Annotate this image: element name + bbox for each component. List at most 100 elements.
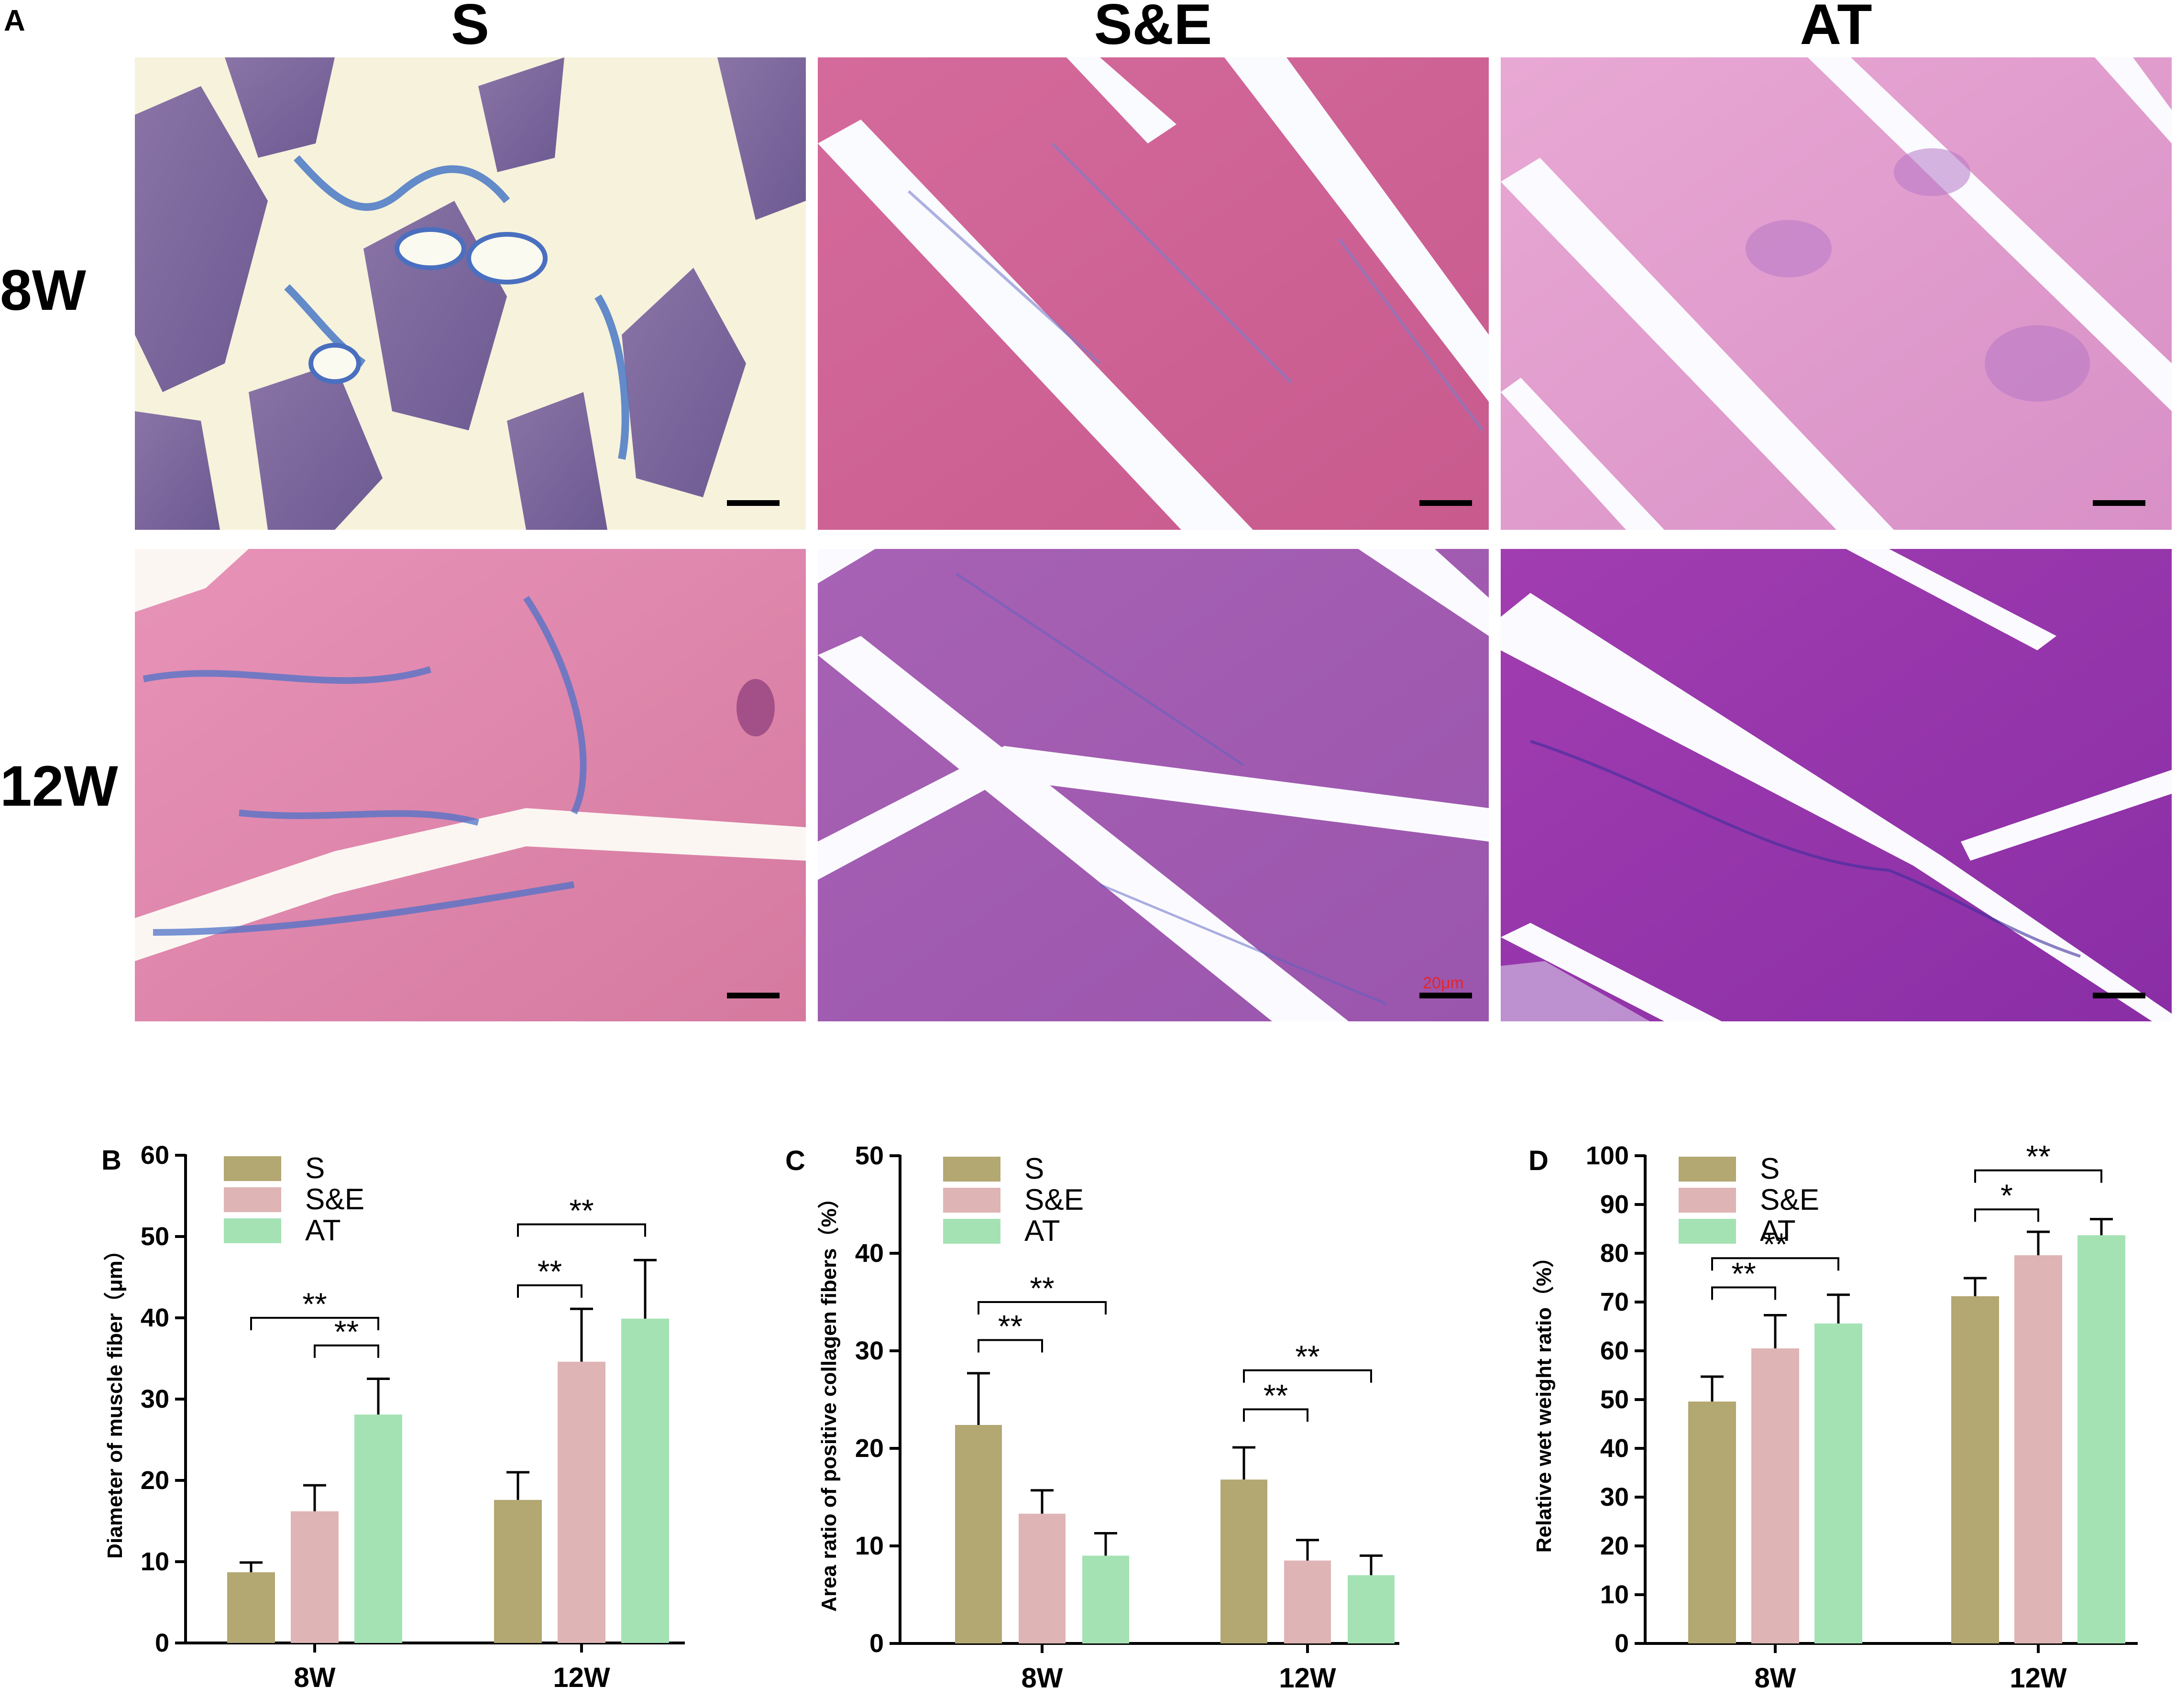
y-tick-label: 50 (141, 1222, 169, 1251)
legend-label: AT (1024, 1215, 1060, 1248)
bar-at-8w (354, 1414, 402, 1643)
column-label-at: AT (1800, 0, 1872, 56)
y-tick-label: 0 (869, 1629, 884, 1658)
legend-label: S&E (1024, 1183, 1084, 1216)
legend-label: S (1024, 1152, 1044, 1185)
legend-swatch (943, 1188, 1000, 1213)
significance-label: ** (569, 1193, 593, 1228)
micrograph-s-12w (135, 549, 806, 1021)
significance-label: ** (1295, 1339, 1319, 1374)
scale-bar-s-8w (727, 500, 780, 506)
bar-s-e-8w (1019, 1513, 1066, 1643)
micrograph-at-8w (1501, 57, 2172, 530)
scale-bar-s-12w (727, 993, 780, 998)
y-tick-label: 20 (855, 1434, 884, 1463)
y-tick-label: 10 (855, 1532, 884, 1560)
significance-bracket (1711, 1286, 1776, 1300)
micrograph-s-e-12w (818, 549, 1489, 1021)
y-tick-label: 40 (855, 1239, 884, 1268)
x-tick-label: 12W (2010, 1663, 2067, 1694)
y-tick-label: 100 (1586, 1141, 1629, 1170)
y-tick-label: 10 (1600, 1580, 1629, 1609)
column-label-s-e: S&E (1094, 0, 1212, 56)
y-tick-label: 50 (1600, 1385, 1629, 1414)
significance-label: ** (334, 1314, 359, 1349)
significance-bracket (978, 1339, 1043, 1353)
micrograph-s-e-8w (818, 57, 1489, 530)
y-tick-label: 60 (141, 1141, 169, 1170)
x-tick-label: 12W (1279, 1663, 1336, 1694)
y-tick-label: 20 (141, 1466, 169, 1495)
significance-label: ** (2026, 1139, 2050, 1174)
panel-letter: C (785, 1145, 805, 1176)
legend-label: AT (1760, 1215, 1796, 1248)
y-tick-label: 30 (855, 1336, 884, 1365)
micrograph-s-8w (135, 57, 806, 530)
y-tick-label: 30 (141, 1385, 169, 1413)
legend-swatch (943, 1157, 1000, 1182)
panel-a-micrograph-grid: A S S&E AT 8W 12W (0, 0, 2172, 1021)
scale-bar-at-8w (2093, 500, 2145, 506)
legend-swatch (943, 1219, 1000, 1244)
chart-c-collagen-area-ratio: C Area ratio of positive collagen fibers（… (785, 1141, 1399, 1694)
y-axis-label: Area ratio of positive collagen fibers（%… (817, 1187, 841, 1612)
bar-s-8w (227, 1572, 275, 1643)
x-tick-label: 8W (294, 1662, 336, 1693)
y-tick-label: 10 (141, 1547, 169, 1576)
legend-swatch (1679, 1188, 1736, 1213)
legend-label: S (305, 1152, 325, 1185)
bar-s-12w (1951, 1296, 1999, 1643)
significance-bracket (1243, 1369, 1372, 1383)
scale-bar-label: 20μm (1423, 974, 1464, 992)
chart-d-wet-weight-ratio: D Relative wet weight ratio（%） 0 10 20 30 40 50… (1528, 1139, 2138, 1694)
y-tick-label: 70 (1600, 1288, 1629, 1316)
legend-swatch (224, 1156, 281, 1181)
scale-bar-s-e-12w (1419, 993, 1472, 998)
y-axis-label: Diameter of muscle fiber（μm） (103, 1239, 127, 1559)
significance-label: ** (1264, 1378, 1288, 1413)
scale-bar-s-e-8w (1419, 500, 1472, 506)
panel-a-letter: A (4, 4, 25, 37)
bar-s-12w (494, 1500, 542, 1643)
y-tick-label: 0 (1615, 1629, 1629, 1658)
legend-label: S&E (1760, 1183, 1819, 1216)
significance-bracket (978, 1301, 1107, 1314)
significance-bracket (1243, 1408, 1308, 1422)
significance-bracket (517, 1284, 582, 1298)
bar-s-e-12w (2014, 1255, 2062, 1643)
legend-label: AT (305, 1214, 341, 1247)
bar-at-8w (1814, 1323, 1862, 1643)
y-tick-label: 50 (855, 1141, 884, 1170)
chart-b-muscle-fiber-diameter: B Diameter of muscle fiber（μm） 0 10 20 30 40 50… (101, 1141, 685, 1693)
y-tick-label: 20 (1600, 1532, 1629, 1560)
significance-bracket (1711, 1257, 1839, 1271)
bar-s-e-12w (1284, 1560, 1331, 1643)
bar-at-12w (2077, 1235, 2125, 1643)
y-tick-label: 40 (1600, 1434, 1629, 1463)
significance-label: ** (1731, 1256, 1756, 1291)
significance-bracket (314, 1344, 379, 1358)
legend-label: S&E (305, 1183, 364, 1216)
y-tick-label: 40 (141, 1303, 169, 1332)
bar-s-8w (1688, 1401, 1736, 1643)
bar-at-12w (621, 1318, 669, 1643)
y-tick-label: 60 (1600, 1336, 1629, 1365)
significance-label: ** (302, 1286, 327, 1322)
micrograph-at-12w (1501, 549, 2172, 1021)
significance-label: ** (538, 1254, 562, 1289)
y-tick-label: 30 (1600, 1483, 1629, 1511)
scale-bar-at-12w (2093, 993, 2145, 998)
significance-bracket (1974, 1169, 2102, 1183)
x-tick-label: 8W (1022, 1663, 1063, 1694)
significance-label: ** (1763, 1226, 1787, 1262)
y-axis-label: Relative wet weight ratio（%） (1532, 1247, 1556, 1553)
bar-at-12w (1348, 1575, 1395, 1643)
significance-bracket (517, 1223, 646, 1237)
row-label-8w: 8W (0, 258, 87, 322)
y-tick-label: 0 (155, 1629, 169, 1657)
bar-s-e-12w (558, 1361, 605, 1643)
bar-s-8w (955, 1425, 1002, 1643)
x-tick-label: 12W (553, 1662, 610, 1693)
significance-bracket (250, 1317, 379, 1330)
